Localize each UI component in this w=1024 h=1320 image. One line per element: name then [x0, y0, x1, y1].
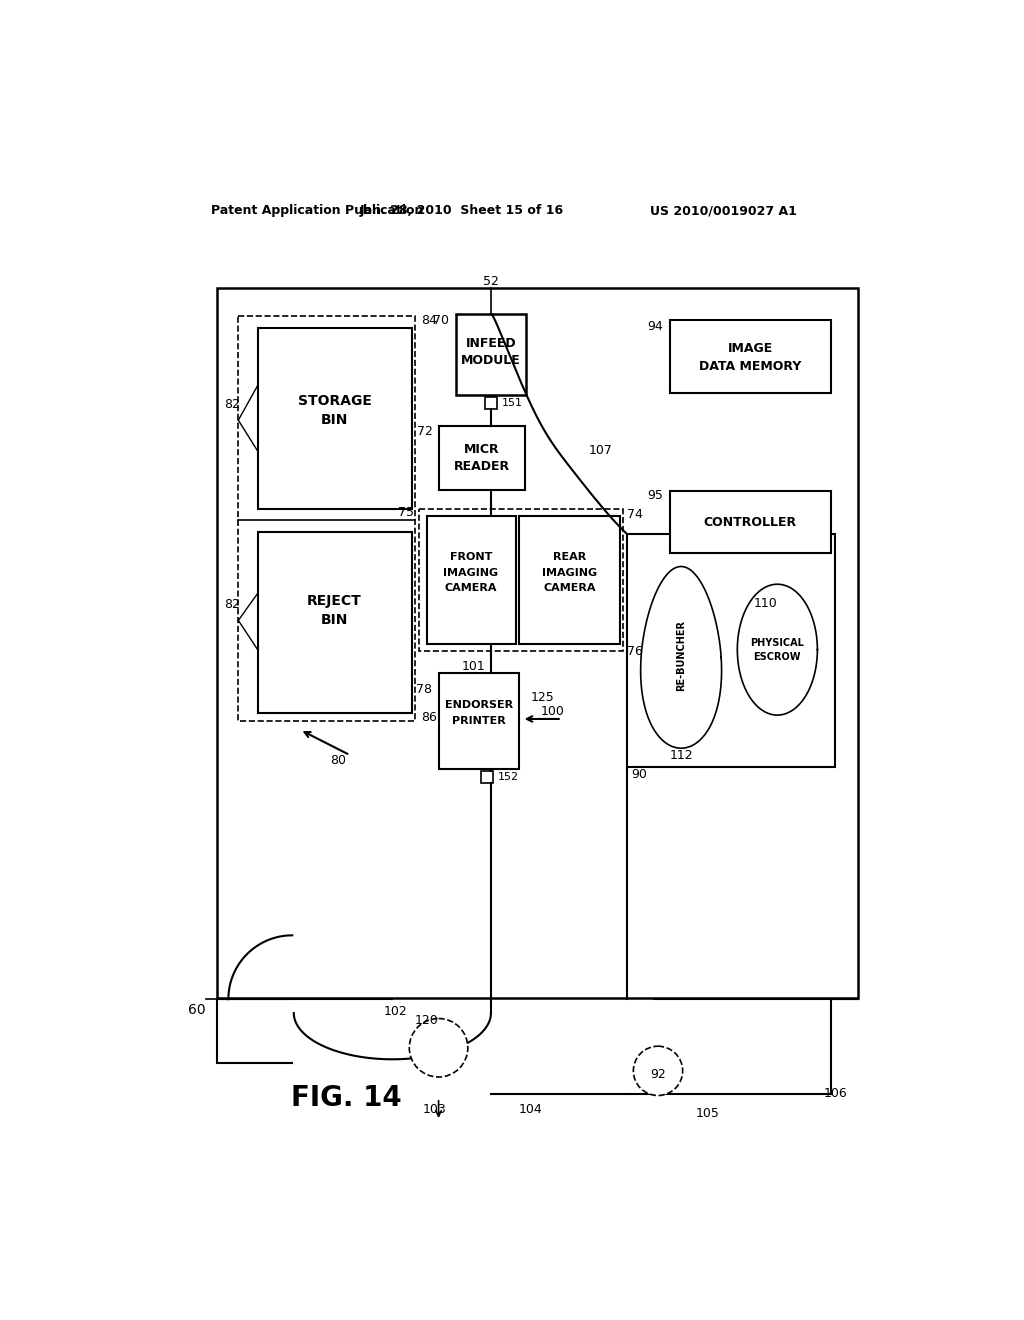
Text: IMAGING: IMAGING: [542, 568, 597, 578]
Text: Jan. 28, 2010  Sheet 15 of 16: Jan. 28, 2010 Sheet 15 of 16: [359, 205, 564, 218]
Text: 70: 70: [432, 314, 449, 326]
Text: Patent Application Publication: Patent Application Publication: [211, 205, 424, 218]
Text: 120: 120: [415, 1014, 439, 1027]
Text: 84: 84: [422, 314, 437, 326]
Circle shape: [410, 1019, 468, 1077]
Text: 78: 78: [417, 684, 432, 696]
Bar: [438, 426, 524, 490]
Text: IMAGING: IMAGING: [443, 568, 499, 578]
Text: MODULE: MODULE: [461, 354, 521, 367]
Text: PRINTER: PRINTER: [452, 715, 506, 726]
Text: READER: READER: [454, 459, 510, 473]
Bar: [258, 532, 412, 713]
Text: 102: 102: [384, 1005, 408, 1018]
Bar: [628, 535, 836, 767]
Text: 80: 80: [331, 754, 346, 767]
Text: 107: 107: [589, 445, 612, 458]
Text: ENDORSER: ENDORSER: [444, 700, 513, 710]
Text: STORAGE: STORAGE: [298, 393, 372, 408]
Text: CAMERA: CAMERA: [543, 583, 596, 593]
Bar: [438, 673, 519, 770]
Text: 94: 94: [647, 319, 664, 333]
Text: 101: 101: [462, 660, 485, 673]
Bar: [419, 508, 624, 651]
Text: REAR: REAR: [553, 552, 586, 562]
Text: PHYSICAL: PHYSICAL: [751, 639, 804, 648]
Text: 110: 110: [754, 597, 777, 610]
Text: CAMERA: CAMERA: [444, 583, 497, 593]
Text: BIN: BIN: [321, 614, 348, 627]
Text: 152: 152: [498, 772, 519, 781]
Text: FIG. 14: FIG. 14: [291, 1084, 401, 1111]
Bar: [239, 317, 416, 721]
Bar: [670, 321, 831, 393]
Text: 103: 103: [423, 1102, 446, 1115]
Text: 151: 151: [502, 399, 522, 408]
Bar: [456, 314, 526, 395]
Text: DATA MEMORY: DATA MEMORY: [699, 360, 802, 372]
Text: FRONT: FRONT: [450, 552, 493, 562]
Text: 82: 82: [224, 399, 241, 412]
Text: MICR: MICR: [464, 444, 500, 455]
Text: IMAGE: IMAGE: [728, 342, 773, 355]
Text: 72: 72: [418, 425, 433, 438]
Bar: [670, 491, 831, 553]
Text: 75: 75: [398, 506, 414, 519]
Bar: [217, 288, 858, 998]
Text: 76: 76: [628, 644, 643, 657]
Text: 100: 100: [541, 705, 564, 718]
Text: 112: 112: [670, 748, 693, 762]
Text: 125: 125: [530, 690, 554, 704]
Text: REJECT: REJECT: [307, 594, 362, 609]
Text: 60: 60: [188, 1003, 206, 1018]
Bar: [427, 516, 515, 644]
Text: 105: 105: [696, 1106, 720, 1119]
Bar: [258, 327, 412, 508]
Text: 90: 90: [631, 768, 647, 781]
Text: 52: 52: [483, 275, 499, 288]
Text: ESCROW: ESCROW: [754, 652, 801, 663]
Polygon shape: [641, 566, 722, 748]
Text: 82: 82: [224, 598, 241, 611]
Text: 104: 104: [519, 1102, 543, 1115]
Text: US 2010/0019027 A1: US 2010/0019027 A1: [650, 205, 797, 218]
Text: INFEED: INFEED: [466, 337, 516, 350]
Text: RE-BUNCHER: RE-BUNCHER: [676, 619, 686, 690]
Bar: [481, 771, 494, 783]
Text: 92: 92: [650, 1068, 666, 1081]
Text: 95: 95: [647, 490, 664, 502]
Bar: [519, 516, 620, 644]
Text: 74: 74: [628, 508, 643, 520]
Circle shape: [634, 1047, 683, 1096]
Text: BIN: BIN: [321, 413, 348, 428]
Text: CONTROLLER: CONTROLLER: [703, 516, 797, 529]
Text: 106: 106: [823, 1088, 847, 1101]
Text: 86: 86: [422, 711, 437, 723]
Bar: [484, 397, 497, 409]
Polygon shape: [737, 585, 817, 715]
